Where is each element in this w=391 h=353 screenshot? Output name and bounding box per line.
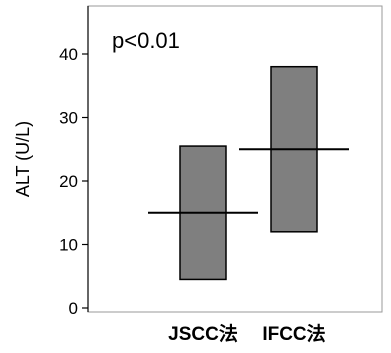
y-ticks: 0 10 20 30 40 <box>59 45 88 318</box>
y-tick-label: 0 <box>69 299 78 318</box>
x-tick-label: JSCC法 <box>168 322 238 345</box>
y-tick-label: 20 <box>59 172 78 191</box>
y-tick-label: 30 <box>59 109 78 128</box>
y-tick-label: 10 <box>59 236 78 255</box>
p-value-annotation: p<0.01 <box>112 28 180 53</box>
x-tick-labels: JSCC法 IFCC法 <box>168 322 326 345</box>
y-axis-title: ALT (U/L) <box>13 121 33 197</box>
x-tick-label: IFCC法 <box>262 322 325 345</box>
bars <box>179 65 318 281</box>
median-lines <box>148 148 349 214</box>
y-tick-label: 40 <box>59 45 78 64</box>
